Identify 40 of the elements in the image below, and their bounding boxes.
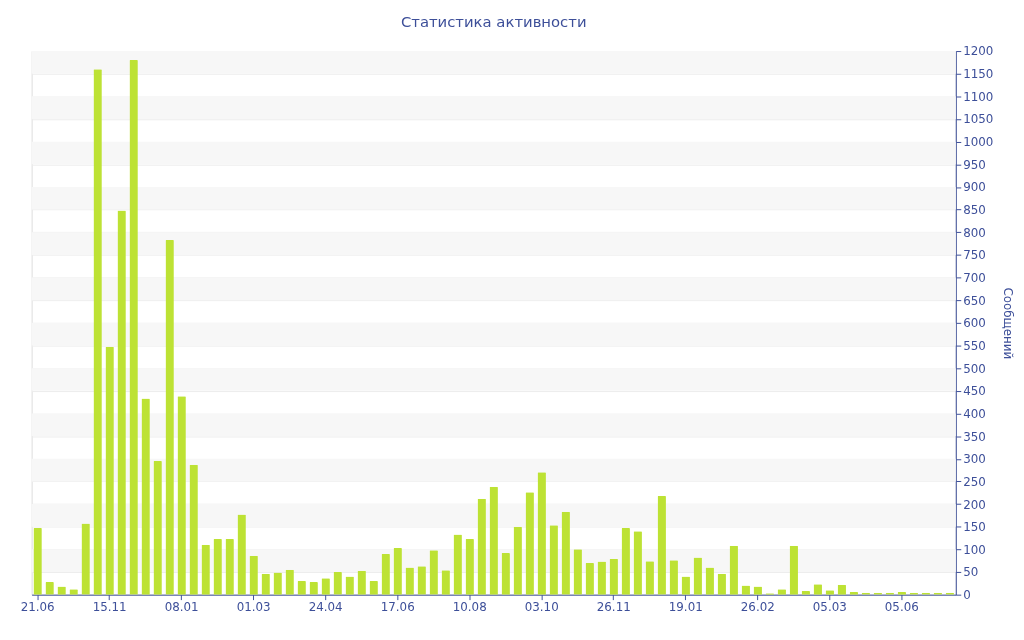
y-tick-label: 250	[963, 474, 986, 489]
x-tick-label: 03.10	[524, 599, 559, 614]
x-tick-label: 10.08	[452, 599, 487, 614]
y-tick-label: 700	[963, 271, 986, 285]
x-tick-label: 21.06	[20, 599, 55, 614]
y-tick-label: 950	[963, 157, 986, 172]
y-axis-title: Сообщений	[1001, 287, 1016, 360]
y-tick-label: 800	[963, 225, 986, 240]
y-tick-label: 1150	[963, 67, 994, 82]
x-tick-label: 19.01	[668, 599, 703, 614]
x-tick-label: 05.03	[812, 599, 847, 614]
y-tick-label: 750	[963, 248, 986, 263]
y-tick-label: 400	[963, 406, 986, 421]
y-tick-label: 150	[963, 520, 986, 535]
chart-title: Статистика активности	[400, 13, 587, 31]
x-tick-label: 17.06	[380, 599, 415, 614]
y-tick-label: 50	[963, 565, 979, 580]
y-tick-label: 450	[963, 384, 986, 399]
y-tick-label: 1100	[963, 89, 994, 104]
y-tick-label: 350	[963, 429, 986, 444]
x-tick-label: 26.11	[596, 599, 631, 614]
y-tick-label: 200	[963, 497, 986, 512]
y-tick-label: 1050	[963, 112, 994, 127]
x-tick-label: 01.03	[236, 599, 271, 614]
x-tick-label: 24.04	[308, 599, 343, 614]
y-tick-label: 600	[963, 316, 986, 331]
y-tick-label: 900	[963, 180, 986, 195]
x-tick-label: 08.01	[164, 599, 199, 614]
y-tick-label: 850	[963, 203, 986, 218]
x-tick-label: 05.06	[884, 599, 919, 614]
x-tick-label: 26.02	[740, 599, 775, 614]
y-tick-label: 650	[963, 293, 986, 308]
y-tick-label: 1200	[963, 44, 994, 59]
y-tick-label: 550	[963, 338, 986, 353]
y-tick-label: 300	[963, 452, 986, 467]
y-tick-label: 100	[963, 542, 986, 557]
x-tick-label: 15.11	[92, 599, 127, 614]
y-tick-label: 500	[963, 361, 986, 376]
y-tick-label: 1000	[963, 135, 994, 150]
y-tick-label: 0	[963, 588, 971, 603]
